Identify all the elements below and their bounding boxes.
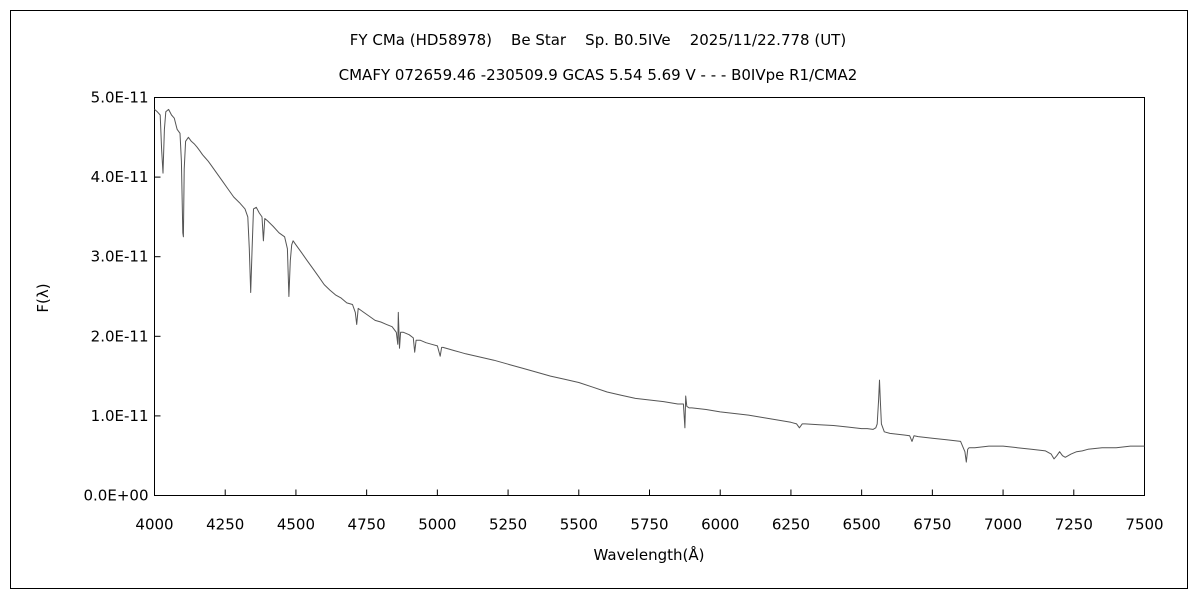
y-tick-label: 4.0E-11 <box>91 168 149 186</box>
y-tick-label: 2.0E-11 <box>91 327 149 345</box>
x-tick-label: 7500 <box>1125 516 1163 534</box>
x-tick-label: 7250 <box>1055 516 1093 534</box>
x-tick-label: 4750 <box>348 516 386 534</box>
x-tick-label: 4250 <box>206 516 244 534</box>
y-tick-label: 5.0E-11 <box>91 89 149 107</box>
figure-border <box>10 10 1188 589</box>
chart-title: FY CMa (HD58978) Be Star Sp. B0.5IVe 202… <box>350 31 846 49</box>
x-tick-label: 5750 <box>630 516 668 534</box>
chart-subtitle: CMAFY 072659.46 -230509.9 GCAS 5.54 5.69… <box>339 66 858 84</box>
x-tick-label: 6750 <box>913 516 951 534</box>
x-tick-label: 4500 <box>277 516 315 534</box>
x-tick-label: 6000 <box>701 516 739 534</box>
y-tick-label: 3.0E-11 <box>91 248 149 266</box>
x-tick-label: 5500 <box>560 516 598 534</box>
y-axis-label: F(λ) <box>34 283 52 312</box>
y-axis-ticks: 0.0E+00 1.0E-11 2.0E-11 3.0E-11 4.0E-11 5.0E-… <box>84 89 161 505</box>
x-tick-label: 6250 <box>772 516 810 534</box>
x-tick-label: 5000 <box>418 516 456 534</box>
y-tick-label: 1.0E-11 <box>91 407 149 425</box>
x-tick-label: 6500 <box>843 516 881 534</box>
x-tick-label: 7000 <box>984 516 1022 534</box>
x-axis-label: Wavelength(Å) <box>594 545 705 564</box>
x-axis-ticks: 4000 4250 4500 4750 5000 5250 5500 5750 6000 6250… <box>135 489 1164 534</box>
spectrum-line <box>154 108 1145 463</box>
x-tick-label: 5250 <box>489 516 527 534</box>
x-tick-label: 4000 <box>135 516 173 534</box>
y-tick-label: 0.0E+00 <box>84 487 149 505</box>
series-layer <box>154 108 1145 463</box>
